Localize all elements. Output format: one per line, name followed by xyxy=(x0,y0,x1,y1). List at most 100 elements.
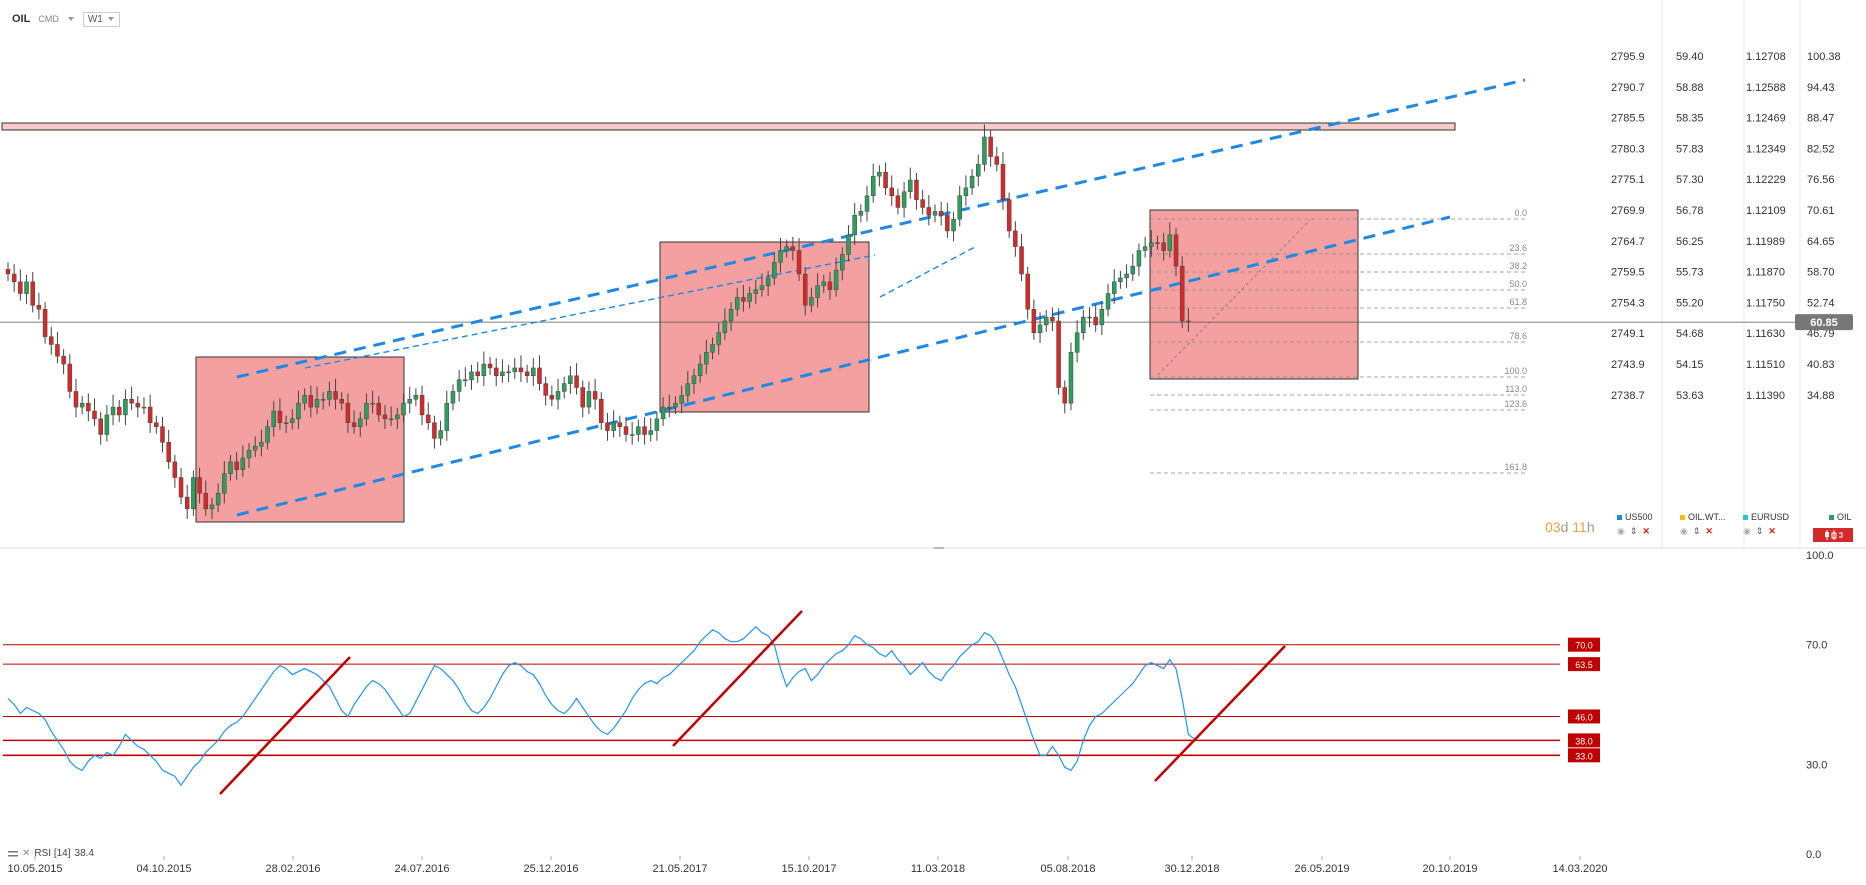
candle-body xyxy=(129,399,134,404)
trend-line xyxy=(236,78,1526,379)
candle-body xyxy=(463,379,468,381)
candle-body xyxy=(883,171,888,189)
candle-body xyxy=(1068,352,1074,404)
candle-body xyxy=(395,414,400,420)
rsi-level-label: 63.5 xyxy=(1575,660,1593,670)
price-axis-label: 64.65 xyxy=(1807,236,1835,248)
close-icon[interactable]: ✕ xyxy=(1768,526,1776,536)
price-axis-label: 100.38 xyxy=(1807,51,1841,63)
price-axis-label: 58.88 xyxy=(1676,82,1704,94)
candle-body xyxy=(234,461,239,470)
date-axis-label: 25.12.2016 xyxy=(523,863,578,875)
candle-body xyxy=(67,363,73,392)
candle-body xyxy=(592,391,598,400)
price-axis-label: 58.70 xyxy=(1807,267,1835,279)
countdown-days: 03 xyxy=(1545,519,1561,535)
candle-body xyxy=(11,273,17,283)
price-axis-label: 82.52 xyxy=(1807,143,1835,155)
candle-body xyxy=(438,430,443,439)
price-axis-label: 2764.7 xyxy=(1611,236,1645,248)
candle-body xyxy=(79,402,85,408)
candle-body xyxy=(339,399,344,404)
price-axis-label: 76.56 xyxy=(1807,174,1835,186)
trend-line xyxy=(236,215,1451,517)
highlight-zone xyxy=(195,356,405,523)
price-axis-label: 1.12708 xyxy=(1746,51,1786,63)
eye-icon[interactable]: ◉ xyxy=(1617,526,1625,536)
price-axis-label: 1.11510 xyxy=(1746,359,1785,371)
indicator-settings-icon[interactable] xyxy=(8,850,18,858)
fib-level-label: 23.6 xyxy=(1509,243,1527,253)
candle-body xyxy=(846,234,851,255)
candle-body xyxy=(302,395,307,404)
eye-icon[interactable]: ◉ xyxy=(1743,526,1751,536)
close-icon[interactable]: ✕ xyxy=(1705,526,1713,536)
candle-body xyxy=(1062,387,1068,404)
candle-body xyxy=(796,250,802,275)
legend-item-oil[interactable]: OIL xyxy=(1829,512,1852,522)
legend-item-eurusd[interactable]: EURUSD ◉ ⇕ ✕ xyxy=(1743,512,1789,537)
candle-body xyxy=(178,477,184,498)
candle-body xyxy=(753,289,759,294)
candle-body xyxy=(938,211,944,216)
candle-body xyxy=(648,430,653,435)
timeframe-select[interactable]: W1 xyxy=(82,11,120,27)
candle-body xyxy=(388,418,394,421)
candle-type-button[interactable] xyxy=(1813,528,1853,542)
price-axis-label: 2775.1 xyxy=(1611,174,1645,186)
candle-body xyxy=(543,383,548,396)
candle-body xyxy=(864,195,870,212)
candle-body xyxy=(623,426,629,435)
legend-item-oilwt[interactable]: OIL.WT... ◉ ⇕ ✕ xyxy=(1680,512,1726,537)
candle-body xyxy=(55,344,60,357)
rsi-axis-label: 100.0 xyxy=(1806,550,1834,562)
source-label[interactable]: CMD xyxy=(38,14,59,24)
rsi-axis-label: 30.0 xyxy=(1806,759,1827,771)
candle-body xyxy=(636,426,641,435)
fib-level-label: 38.2 xyxy=(1509,261,1527,271)
candle-body xyxy=(1186,320,1191,323)
candle-body xyxy=(197,477,202,494)
fib-level-label: 50.0 xyxy=(1509,279,1527,289)
chevron-down-icon[interactable] xyxy=(67,15,75,23)
date-axis-label: 05.08.2018 xyxy=(1040,863,1095,875)
candle-body xyxy=(716,332,721,345)
candle-body xyxy=(802,273,808,306)
candle-body xyxy=(419,395,425,416)
price-axis-label: 55.73 xyxy=(1676,267,1704,279)
candle-body xyxy=(320,399,326,401)
rsi-axis-label: 0.0 xyxy=(1806,849,1821,861)
close-icon[interactable]: ✕ xyxy=(22,848,31,859)
price-axis-label: 88.47 xyxy=(1807,113,1835,125)
candle-body xyxy=(24,281,29,294)
candle-body xyxy=(191,477,196,510)
candle-body xyxy=(1149,242,1154,247)
sort-icon[interactable]: ⇕ xyxy=(1692,526,1701,536)
legend-item-us500[interactable]: US500 ◉ ⇕ ✕ xyxy=(1617,512,1653,537)
candle-body xyxy=(1105,293,1111,310)
sort-icon[interactable]: ⇕ xyxy=(1755,526,1764,536)
date-axis-label: 24.07.2016 xyxy=(394,863,449,875)
price-axis-label: 54.68 xyxy=(1676,328,1704,340)
date-axis-label: 26.05.2019 xyxy=(1294,863,1349,875)
eye-icon[interactable]: ◉ xyxy=(1680,526,1688,536)
candle-body xyxy=(432,422,437,439)
price-axis-label: 59.40 xyxy=(1676,51,1704,63)
price-axis-label: 2754.3 xyxy=(1611,297,1645,309)
candle-body xyxy=(265,426,270,443)
candle-body xyxy=(382,414,388,420)
fib-level-label: 0.0 xyxy=(1514,208,1527,218)
symbol-label[interactable]: OIL xyxy=(12,13,31,25)
date-axis-label: 11.03.2018 xyxy=(911,863,965,875)
candle-body xyxy=(531,367,536,377)
close-icon[interactable]: ✕ xyxy=(1642,526,1650,536)
candle-body xyxy=(580,387,585,408)
sort-icon[interactable]: ⇕ xyxy=(1629,526,1638,536)
legend-color-swatch xyxy=(1829,514,1834,520)
candle-body xyxy=(1118,277,1123,283)
candle-body xyxy=(1000,164,1006,200)
candle-body xyxy=(401,402,406,416)
candle-body xyxy=(772,262,777,279)
candle-body xyxy=(561,383,567,392)
